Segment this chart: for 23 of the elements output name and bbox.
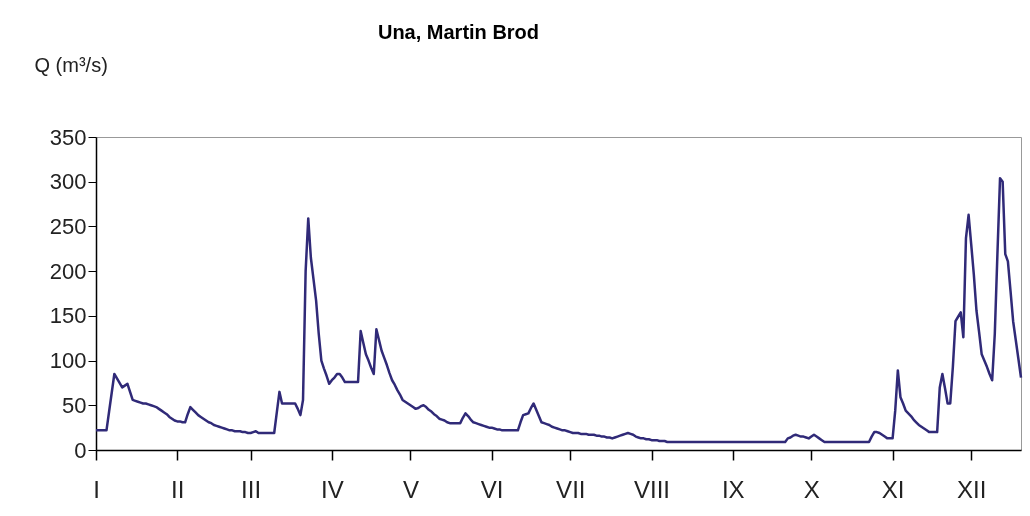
chart-title: Una, Martin Brod: [377, 21, 540, 43]
y-tick-label: 150: [49, 303, 87, 329]
x-tick-label: IX: [721, 475, 745, 503]
x-tick-label: VII: [556, 475, 586, 503]
line-series: [94, 176, 1023, 444]
y-axis-title: Q (m³/s): [34, 53, 108, 76]
y-tick-label: 350: [49, 124, 87, 150]
x-tick-label: XII: [957, 475, 987, 503]
y-tick-label: 50: [62, 392, 87, 418]
y-tick-label: 300: [49, 169, 87, 195]
x-tick-label: X: [803, 475, 820, 503]
x-tick-label: VI: [480, 475, 504, 503]
x-tick-label: VIII: [634, 475, 671, 503]
y-tick-label: 250: [49, 213, 87, 239]
x-tick-label: V: [402, 475, 419, 503]
y-tick-label: 0: [74, 437, 87, 463]
x-tick-label: I: [93, 475, 100, 503]
x-tick-label: IV: [320, 475, 344, 503]
y-tick-label: 200: [49, 258, 87, 284]
x-tick-label: XI: [881, 475, 905, 503]
x-tick-label: II: [171, 475, 185, 503]
x-tick-label: III: [241, 475, 262, 503]
y-tick-label: 100: [49, 348, 87, 374]
